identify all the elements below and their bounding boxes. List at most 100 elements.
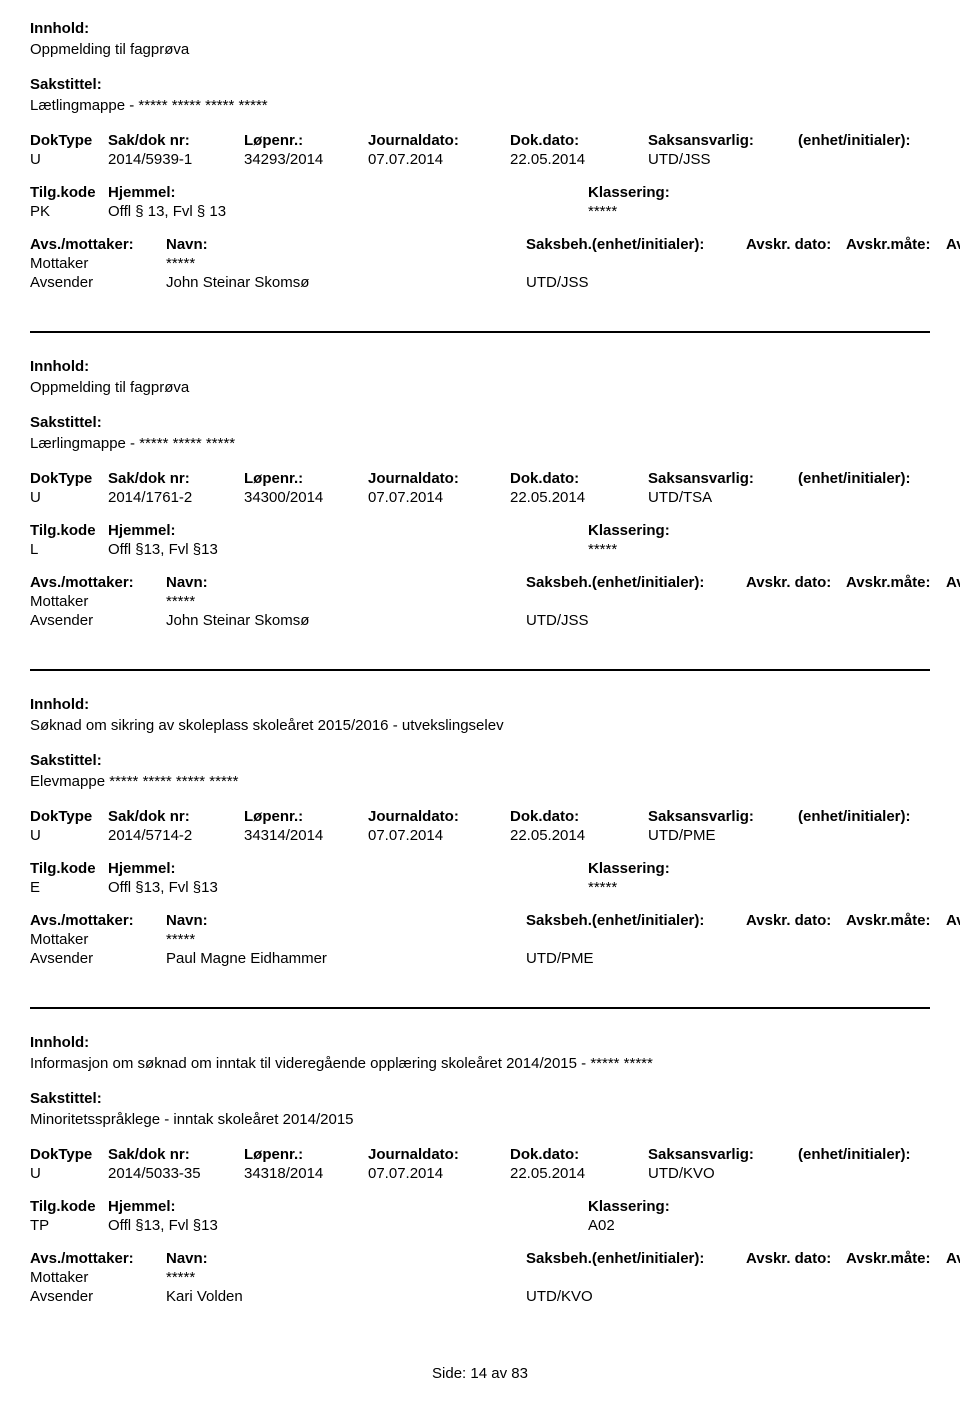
avsender-row: Avsender Paul Magne Eidhammer UTD/PME	[30, 950, 930, 967]
header-row-1: DokType Sak/dok nr: Løpenr.: Journaldato…	[30, 470, 930, 487]
data-row-2: PK Offl § 13, Fvl § 13 *****	[30, 203, 930, 220]
tilgkode-header: Tilg.kode	[30, 860, 108, 877]
tilgkode-header: Tilg.kode	[30, 1198, 108, 1215]
lopenr-header: Løpenr.:	[244, 470, 368, 487]
dokdato-value: 22.05.2014	[510, 827, 648, 844]
lopenr-header: Løpenr.:	[244, 132, 368, 149]
saksansvarlig-header: Saksansvarlig:	[648, 132, 798, 149]
header-row-2: Tilg.kode Hjemmel: Klassering:	[30, 1198, 930, 1215]
header-row-2: Tilg.kode Hjemmel: Klassering:	[30, 522, 930, 539]
journaldato-value: 07.07.2014	[368, 489, 510, 506]
saksansvarlig-header: Saksansvarlig:	[648, 1146, 798, 1163]
enhet-header: (enhet/initialer):	[798, 132, 960, 149]
journaldato-value: 07.07.2014	[368, 151, 510, 168]
saksansvarlig-header: Saksansvarlig:	[648, 808, 798, 825]
header-row-3: Avs./mottaker: Navn: Saksbeh.(enhet/init…	[30, 912, 930, 929]
klassering-value: A02	[588, 1217, 788, 1234]
enhet-header: (enhet/initialer):	[798, 1146, 960, 1163]
mottaker-row: Mottaker *****	[30, 593, 930, 610]
data-row-1: U 2014/5714-2 34314/2014 07.07.2014 22.0…	[30, 827, 930, 844]
tilgkode-value: E	[30, 879, 108, 896]
avsender-row: Avsender John Steinar Skomsø UTD/JSS	[30, 612, 930, 629]
saksbeh-header: Saksbeh.(enhet/initialer):	[526, 574, 746, 591]
innhold-value: Oppmelding til fagprøva	[30, 379, 930, 396]
mottaker-label: Mottaker	[30, 1269, 166, 1286]
avsender-row: Avsender Kari Volden UTD/KVO	[30, 1288, 930, 1305]
klassering-header: Klassering:	[588, 860, 788, 877]
saksbeh-header: Saksbeh.(enhet/initialer):	[526, 1250, 746, 1267]
enhet-value	[798, 1165, 960, 1182]
page-footer: Side: 14 av 83	[30, 1365, 930, 1382]
journaldato-header: Journaldato:	[368, 1146, 510, 1163]
avsender-unit: UTD/PME	[526, 950, 726, 967]
hjemmel-header: Hjemmel:	[108, 522, 588, 539]
header-row-3: Avs./mottaker: Navn: Saksbeh.(enhet/init…	[30, 236, 930, 253]
dokdato-header: Dok.dato:	[510, 470, 648, 487]
avsender-label: Avsender	[30, 950, 166, 967]
enhet-header: (enhet/initialer):	[798, 808, 960, 825]
avsender-unit: UTD/KVO	[526, 1288, 726, 1305]
data-row-2: L Offl §13, Fvl §13 *****	[30, 541, 930, 558]
saknr-value: 2014/5033-35	[108, 1165, 244, 1182]
doktype-value: U	[30, 151, 108, 168]
journal-record: Innhold: Informasjon om søknad om inntak…	[30, 1034, 930, 1305]
avskrdato-header: Avskr. dato:	[746, 1250, 846, 1267]
enhet-value	[798, 827, 960, 844]
record-separator	[30, 331, 930, 333]
data-row-1: U 2014/5033-35 34318/2014 07.07.2014 22.…	[30, 1165, 930, 1182]
record-separator	[30, 1007, 930, 1009]
journal-record: Innhold: Søknad om sikring av skoleplass…	[30, 696, 930, 967]
avskrlnr-header: Avskriv lnr.:	[946, 1250, 960, 1267]
header-row-1: DokType Sak/dok nr: Løpenr.: Journaldato…	[30, 1146, 930, 1163]
mottaker-row: Mottaker *****	[30, 255, 930, 272]
header-row-3: Avs./mottaker: Navn: Saksbeh.(enhet/init…	[30, 1250, 930, 1267]
hjemmel-header: Hjemmel:	[108, 860, 588, 877]
klassering-value: *****	[588, 203, 788, 220]
dokdato-header: Dok.dato:	[510, 808, 648, 825]
avsender-navn: John Steinar Skomsø	[166, 612, 526, 629]
tilgkode-header: Tilg.kode	[30, 522, 108, 539]
innhold-label: Innhold:	[30, 696, 930, 713]
avsmottaker-header: Avs./mottaker:	[30, 1250, 166, 1267]
footer-av: av	[491, 1365, 507, 1382]
saksansvarlig-value: UTD/PME	[648, 827, 798, 844]
header-row-1: DokType Sak/dok nr: Løpenr.: Journaldato…	[30, 132, 930, 149]
avskrmate-header: Avskr.måte:	[846, 912, 946, 929]
footer-total: 83	[511, 1365, 528, 1382]
hjemmel-value: Offl § 13, Fvl § 13	[108, 203, 588, 220]
saksansvarlig-value: UTD/KVO	[648, 1165, 798, 1182]
mottaker-label: Mottaker	[30, 931, 166, 948]
navn-header: Navn:	[166, 236, 526, 253]
avskrdato-header: Avskr. dato:	[746, 236, 846, 253]
avskrlnr-header: Avskriv lnr.:	[946, 574, 960, 591]
journaldato-value: 07.07.2014	[368, 1165, 510, 1182]
mottaker-navn: *****	[166, 255, 526, 272]
saknr-value: 2014/1761-2	[108, 489, 244, 506]
klassering-value: *****	[588, 541, 788, 558]
innhold-value: Søknad om sikring av skoleplass skoleåre…	[30, 717, 930, 734]
record-separator	[30, 669, 930, 671]
avsender-row: Avsender John Steinar Skomsø UTD/JSS	[30, 274, 930, 291]
hjemmel-value: Offl §13, Fvl §13	[108, 1217, 588, 1234]
mottaker-navn: *****	[166, 1269, 526, 1286]
avsender-label: Avsender	[30, 274, 166, 291]
lopenr-value: 34300/2014	[244, 489, 368, 506]
saknr-value: 2014/5714-2	[108, 827, 244, 844]
saksansvarlig-value: UTD/JSS	[648, 151, 798, 168]
footer-page: 14	[470, 1365, 487, 1382]
mottaker-navn: *****	[166, 931, 526, 948]
mottaker-label: Mottaker	[30, 255, 166, 272]
sakstittel-label: Sakstittel:	[30, 76, 930, 93]
journaldato-value: 07.07.2014	[368, 827, 510, 844]
saksansvarlig-value: UTD/TSA	[648, 489, 798, 506]
journal-record: Innhold: Oppmelding til fagprøva Sakstit…	[30, 358, 930, 629]
saksbeh-header: Saksbeh.(enhet/initialer):	[526, 912, 746, 929]
innhold-value: Informasjon om søknad om inntak til vide…	[30, 1055, 930, 1072]
mottaker-label: Mottaker	[30, 593, 166, 610]
innhold-value: Oppmelding til fagprøva	[30, 41, 930, 58]
sakstittel-value: Lærlingmappe - ***** ***** *****	[30, 435, 930, 452]
avskrlnr-header: Avskriv lnr.:	[946, 236, 960, 253]
lopenr-value: 34293/2014	[244, 151, 368, 168]
avsender-label: Avsender	[30, 1288, 166, 1305]
navn-header: Navn:	[166, 1250, 526, 1267]
